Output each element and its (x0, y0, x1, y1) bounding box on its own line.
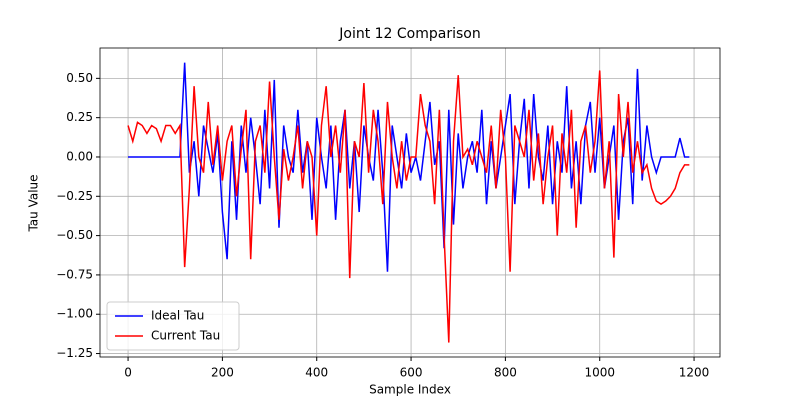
y-tick-label: −1.25 (56, 346, 93, 360)
plot-frame (99, 47, 721, 358)
x-tick-label: 800 (494, 366, 517, 380)
legend-label: Ideal Tau (151, 309, 204, 323)
y-tick-label: −0.50 (56, 228, 93, 242)
x-axis-label: Sample Index (369, 383, 451, 397)
x-tick-label: 0 (124, 366, 132, 380)
x-tick-label: 200 (211, 366, 234, 380)
y-tick-label: 0.25 (66, 110, 93, 124)
y-tick-label: −1.00 (56, 307, 93, 321)
y-tick-label: −0.25 (56, 189, 93, 203)
y-tick-label: −0.75 (56, 267, 93, 281)
y-tick-label: 0.00 (66, 149, 93, 163)
x-tick-label: 400 (305, 366, 328, 380)
data-line (127, 70, 690, 343)
chart-title: Joint 12 Comparison (338, 26, 480, 42)
x-tick-label: 1000 (584, 366, 615, 380)
y-tick-label: 0.50 (66, 71, 93, 85)
legend-label: Current Tau (151, 329, 220, 343)
x-tick-label: 600 (400, 366, 423, 380)
x-tick-label: 1200 (679, 366, 710, 380)
y-axis-label: Tau Value (27, 174, 41, 232)
data-line (128, 62, 690, 272)
legend-box (106, 301, 240, 351)
